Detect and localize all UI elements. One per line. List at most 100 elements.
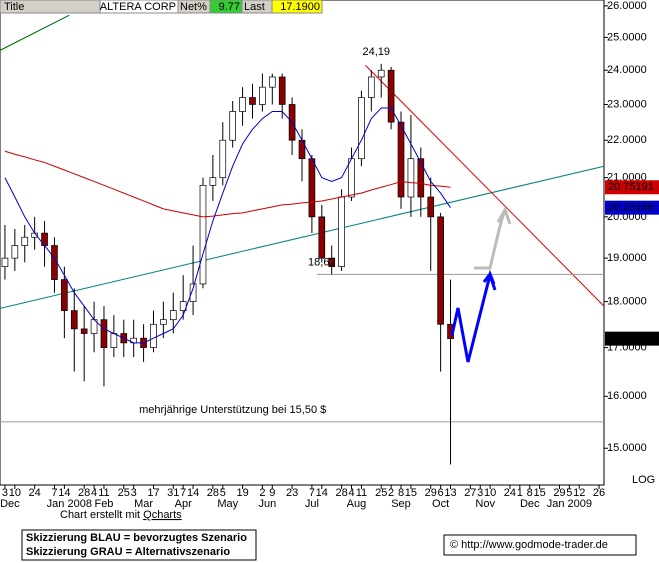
header-text: ALTERA CORP (100, 1, 176, 13)
header-text: Title (4, 1, 24, 13)
x-month-label: Dec (0, 498, 20, 510)
scale-label: LOG (632, 474, 655, 486)
candle-body (239, 97, 246, 112)
x-month-label: Sep (391, 498, 411, 510)
y-tick-label: 15.0000 (607, 442, 647, 454)
candle-body (80, 328, 88, 334)
x-month-label: Aug (347, 498, 367, 510)
plot-area: 15.000016.000017.000018.000019.000020.00… (0, 0, 659, 510)
last-value-box (605, 180, 659, 195)
x-month-label: Dec (520, 498, 540, 510)
candle-body (338, 196, 345, 267)
x-tick-label: 2 (259, 487, 265, 499)
last-value-label: 20.23186 (608, 202, 654, 214)
x-tick-label: 26 (593, 487, 605, 499)
x-tick-label: 9 (269, 487, 275, 499)
candle-body (268, 76, 276, 88)
x-tick-label: 14 (316, 487, 328, 499)
header-cell (271, 0, 323, 14)
candle-body (150, 323, 157, 348)
ma-line (4, 107, 451, 344)
candle-body (21, 236, 29, 246)
x-tick-label: 17 (147, 487, 159, 499)
last-close-box (605, 331, 659, 346)
candle-body (328, 257, 336, 267)
x-tick-label: 19 (236, 487, 248, 499)
credit-link[interactable]: Qcharts (143, 509, 182, 521)
candle-body (407, 158, 415, 198)
header-text: 9.77 (219, 1, 240, 13)
annotation: 24,19 (362, 46, 390, 58)
candle-body (219, 139, 227, 178)
x-tick-label: 1 (517, 487, 523, 499)
x-tick-label: 28 (207, 487, 219, 499)
x-tick-label: 23 (286, 487, 298, 499)
candle-body (160, 319, 167, 325)
copyright-box (443, 534, 637, 556)
x-tick-label: 7 (51, 487, 57, 499)
x-month-label: Feb (94, 498, 113, 510)
ma-line (4, 150, 451, 218)
scenario-blue (450, 269, 497, 363)
candle-body (189, 283, 197, 302)
y-tick-label: 26.0000 (607, 0, 647, 12)
candle-body (308, 158, 316, 218)
candle-body (110, 333, 118, 348)
header-text: Net% (180, 1, 207, 13)
legend-text: Skizzierung BLAU = bevorzugtes Szenario (26, 532, 247, 544)
candle-body (278, 76, 286, 105)
header-text: 17.1900 (280, 1, 320, 13)
x-tick-label: 24 (504, 487, 516, 499)
x-month-label: Nov (475, 498, 495, 510)
x-tick-label: 25 (118, 487, 130, 499)
last-value-label: 20.75191 (608, 181, 654, 193)
x-tick-label: 13 (444, 487, 456, 499)
x-month-label: Jun (258, 498, 276, 510)
plot-frame (0, 0, 605, 486)
annotation: 18,62 (308, 256, 336, 268)
y-tick-label: 22.0000 (607, 134, 647, 146)
candle-body (377, 69, 385, 78)
annotation: mehrjährige Unterstützung bei 15,50 $ (139, 404, 326, 416)
candle-body (417, 158, 425, 198)
candle-body (437, 216, 444, 325)
x-month-label: Jul (305, 498, 319, 510)
candle-body (229, 111, 237, 141)
x-tick-label: 2 (388, 487, 394, 499)
y-tick-label: 19.0000 (607, 252, 647, 264)
x-tick-label: 28 (78, 487, 90, 499)
x-tick-label: 8 (398, 487, 404, 499)
x-tick-label: 7 (180, 487, 186, 499)
candle-body (199, 184, 207, 285)
x-tick-label: 4 (91, 487, 97, 499)
candle-body (387, 69, 395, 123)
x-tick-label: 5 (566, 487, 572, 499)
x-month-label: Apr (175, 498, 192, 510)
x-tick-label: 4 (348, 487, 354, 499)
candle-body (367, 76, 375, 98)
y-tick-label: 16.0000 (607, 390, 647, 402)
candle-body (427, 196, 435, 218)
candle-body (259, 86, 266, 105)
last-value-box (605, 200, 659, 215)
trend-line (0, 14, 70, 51)
x-tick-label: 15 (405, 487, 417, 499)
x-month-label: Jan 2008 (47, 498, 92, 510)
x-tick-label: 27 (464, 487, 476, 499)
candle-body (169, 310, 177, 321)
candle-body (348, 158, 355, 198)
scenario-gray (474, 206, 512, 270)
x-tick-label: 14 (187, 487, 199, 499)
x-tick-label: 14 (58, 487, 70, 499)
candle-body (397, 121, 405, 198)
x-tick-label: 25 (375, 487, 387, 499)
x-tick-label: 28 (335, 487, 347, 499)
copyright[interactable]: © http://www.godmode-trader.de (450, 539, 608, 551)
x-tick-label: 31 (167, 487, 179, 499)
y-tick-label: 23.0000 (607, 98, 647, 110)
x-tick-label: 8 (527, 487, 533, 499)
legend-text: Skizzierung GRAU = Alternativszenario (26, 546, 230, 558)
candle-body (318, 216, 326, 259)
x-tick-label: 29 (553, 487, 565, 499)
x-tick-label: 29 (425, 487, 437, 499)
